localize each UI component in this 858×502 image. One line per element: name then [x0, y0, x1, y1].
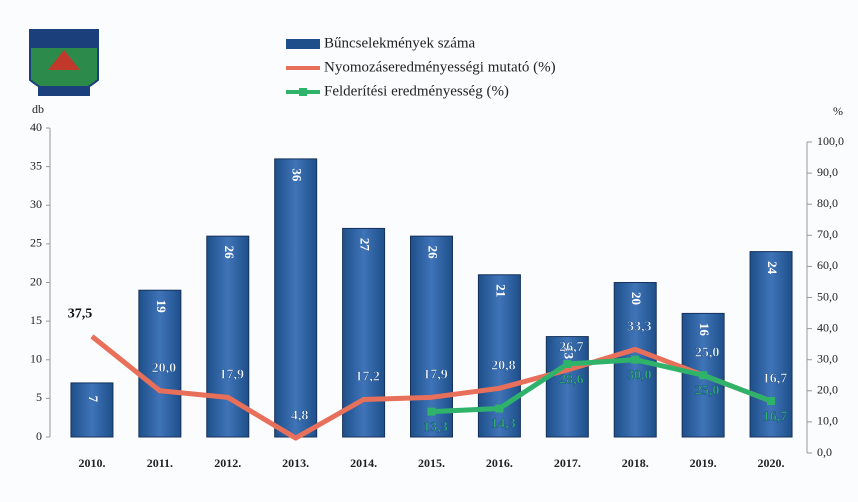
x-tick-label: 2013. [282, 456, 309, 470]
y2-tick-label: 100,0 [817, 134, 844, 148]
y-tick-label: 10 [30, 352, 42, 366]
bar-value-label: 36 [290, 168, 305, 182]
bar-value-label: 13 [561, 346, 576, 360]
y2-tick-label: 70,0 [817, 227, 838, 241]
x-tick-label: 2017. [554, 456, 581, 470]
y2-tick-label: 0,0 [817, 445, 832, 459]
y-tick-label: 35 [30, 158, 42, 172]
line-value-label: 25,0 [695, 383, 720, 398]
marker [495, 404, 504, 413]
x-tick-label: 2019. [690, 456, 717, 470]
y-tick-label: 40 [30, 120, 42, 134]
y-tick-label: 25 [30, 236, 42, 250]
legend-marker [299, 88, 307, 96]
bar [274, 158, 318, 438]
legend-swatch [286, 39, 320, 49]
marker [699, 371, 708, 380]
y2-tick-label: 80,0 [817, 196, 838, 210]
x-tick-label: 2020. [758, 456, 785, 470]
x-tick-label: 2014. [350, 456, 377, 470]
y-tick-label: 5 [36, 390, 42, 404]
x-tick-label: 2015. [418, 456, 445, 470]
line-value-label: 17,9 [423, 368, 448, 383]
bar [545, 336, 589, 438]
line-value-label: 30,0 [627, 368, 652, 383]
marker [427, 407, 436, 416]
marker [631, 355, 640, 364]
y2-tick-label: 90,0 [817, 165, 838, 179]
y2-tick-label: 30,0 [817, 351, 838, 365]
bar-value-label: 16 [697, 323, 712, 337]
bar [749, 251, 793, 438]
bar-value-label: 26 [222, 246, 237, 260]
bar-value-label: 7 [86, 396, 101, 403]
y2-axis-label: % [833, 104, 843, 118]
legend-label: Felderítési eredményesség (%) [324, 83, 509, 99]
line [431, 357, 772, 415]
y-tick-label: 15 [30, 313, 42, 327]
y-tick-label: 0 [36, 429, 42, 443]
x-tick-label: 2016. [486, 456, 513, 470]
y2-tick-label: 40,0 [817, 320, 838, 334]
y-axis-label: db [32, 102, 44, 116]
bar-value-label: 19 [154, 300, 169, 314]
y2-tick-label: 60,0 [817, 258, 838, 272]
line-value-label: 4,8 [291, 408, 309, 423]
bar-value-label: 26 [426, 246, 441, 260]
line-value-label: 14,3 [491, 417, 516, 432]
x-tick-label: 2010. [78, 456, 105, 470]
bar-value-label: 24 [765, 261, 780, 275]
line-value-label: 37,5 [68, 307, 93, 322]
line-value-label: 20,8 [491, 359, 516, 374]
y2-tick-label: 20,0 [817, 383, 838, 397]
y-tick-label: 30 [30, 197, 42, 211]
x-tick-label: 2018. [622, 456, 649, 470]
bar [138, 289, 182, 438]
logo [29, 29, 99, 96]
legend-label: Bűncselekmények száma [324, 35, 476, 51]
line-value-label: 26,7 [559, 340, 584, 355]
line-value-label: 28,6 [559, 372, 584, 387]
y2-tick-label: 10,0 [817, 414, 838, 428]
line-value-label: 13,3 [423, 420, 448, 435]
y-tick-label: 20 [30, 274, 42, 288]
line-value-label: 20,0 [152, 361, 177, 376]
line-value-label: 17,9 [220, 368, 245, 383]
line-value-label: 17,2 [355, 370, 380, 385]
line-value-label: 25,0 [695, 345, 720, 360]
line-value-label: 16,7 [763, 409, 788, 424]
marker [767, 397, 776, 406]
x-tick-label: 2011. [147, 456, 173, 470]
line [90, 334, 772, 441]
bar-value-label: 27 [358, 238, 373, 252]
marker [563, 360, 572, 369]
y2-tick-label: 50,0 [817, 289, 838, 303]
line-value-label: 33,3 [627, 320, 652, 335]
bar [477, 274, 521, 438]
x-tick-label: 2012. [214, 456, 241, 470]
bar-value-label: 20 [629, 292, 644, 305]
bar [410, 235, 453, 438]
bar [70, 382, 114, 438]
bar-value-label: 21 [493, 284, 508, 297]
legend-label: Nyomozáseredményességi mutató (%) [324, 59, 556, 75]
line-value-label: 16,7 [763, 371, 788, 386]
